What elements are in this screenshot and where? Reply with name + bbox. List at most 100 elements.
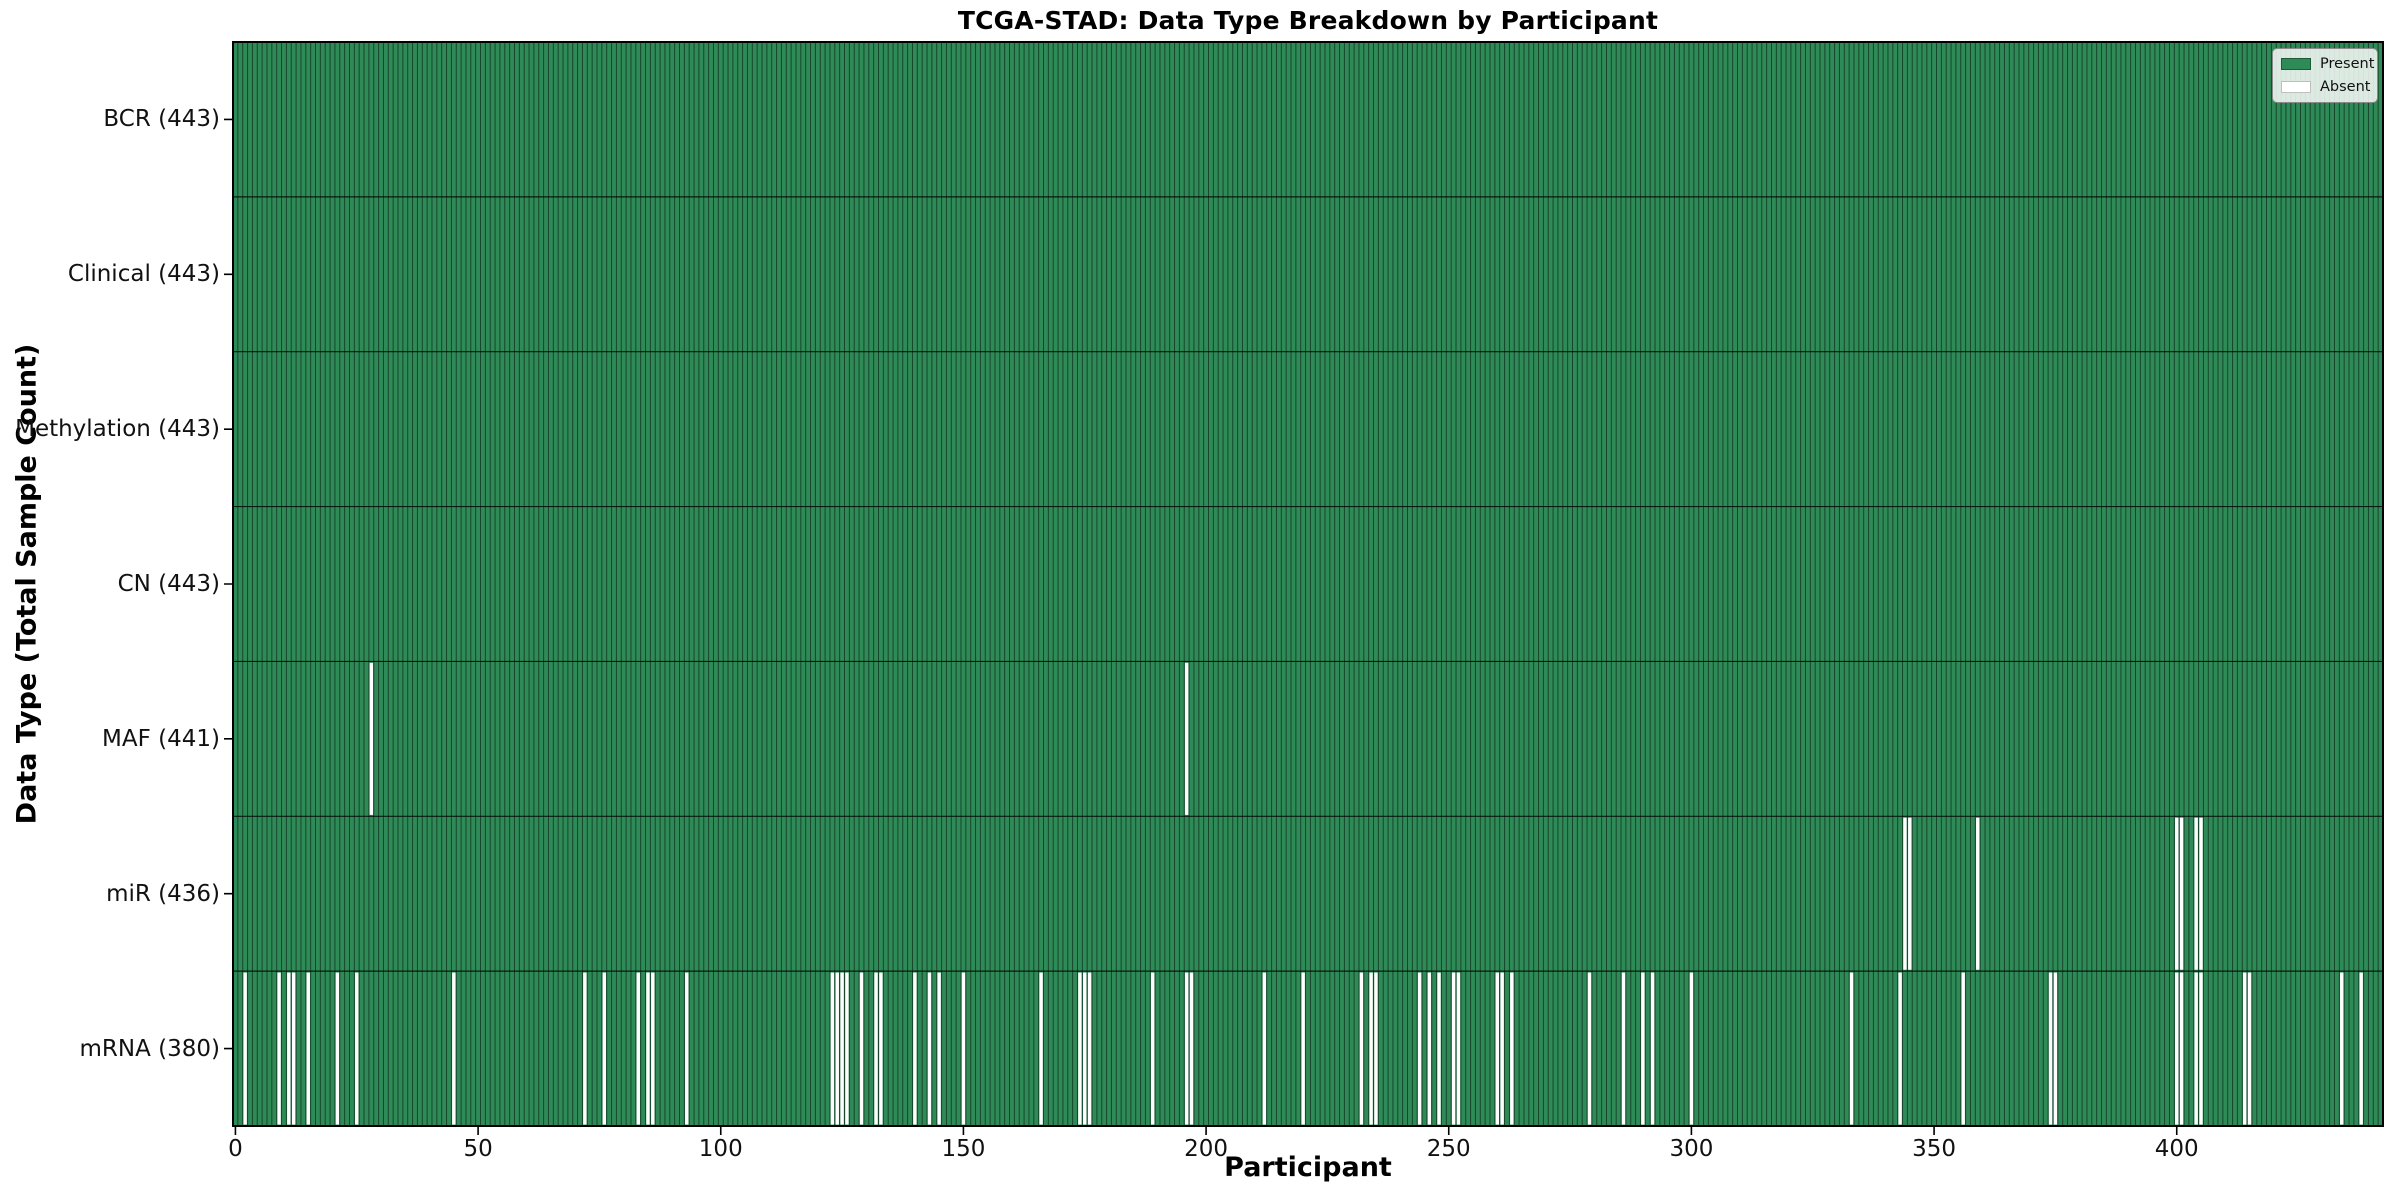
absent-stripe-mrna-434 — [2340, 972, 2344, 1125]
absent-stripe-mir-400 — [2175, 817, 2179, 970]
absent-stripe-mrna-400 — [2175, 972, 2179, 1125]
plot-border — [232, 41, 2384, 1127]
absent-stripe-mrna-235 — [1374, 972, 1378, 1125]
absent-stripe-mrna-246 — [1427, 972, 1432, 1125]
absent-stripe-mrna-356 — [1961, 972, 1965, 1125]
absent-stripe-mir-405 — [2199, 817, 2203, 970]
x-axis-label: Participant — [1224, 1152, 1392, 1183]
absent-stripe-mrna-234 — [1369, 972, 1373, 1125]
chart-title: TCGA-STAD: Data Type Breakdown by Partic… — [957, 6, 1659, 35]
x-tick-label-300: 300 — [1669, 1136, 1714, 1162]
absent-stripe-mrna-125 — [840, 972, 844, 1125]
x-tick-label-0: 0 — [228, 1136, 243, 1162]
x-tick-label-250: 250 — [1426, 1136, 1471, 1162]
absent-stripe-mrna-405 — [2199, 972, 2203, 1125]
present-swatch-icon — [2281, 58, 2311, 70]
absent-stripe-mrna-375 — [2053, 972, 2058, 1125]
x-tick-label-400: 400 — [2154, 1136, 2199, 1162]
absent-stripe-mrna-374 — [2048, 972, 2053, 1125]
absent-stripe-mrna-401 — [2179, 972, 2184, 1125]
absent-stripe-mrna-220 — [1301, 972, 1305, 1125]
absent-stripe-mrna-333 — [1849, 972, 1854, 1125]
axis-tick-marks — [224, 118, 2178, 1135]
legend: Present Absent — [2272, 48, 2378, 103]
absent-stripe-mrna-292 — [1650, 972, 1655, 1125]
absent-stripe-mrna-45 — [452, 972, 456, 1125]
absent-stripe-mrna-174 — [1078, 972, 1082, 1125]
y-tick-label-mrna: mRNA (380) — [79, 1035, 220, 1062]
absent-stripe-mrna-260 — [1495, 972, 1499, 1125]
absent-stripe-mir-345 — [1908, 817, 1912, 970]
absent-stripe-mrna-438 — [2359, 972, 2363, 1125]
y-tick-label-methylation: Methylation (443) — [15, 416, 220, 443]
absent-stripe-mrna-124 — [835, 972, 839, 1125]
x-tick-label-100: 100 — [698, 1136, 743, 1162]
absent-stripe-mrna-143 — [927, 972, 932, 1125]
absent-stripe-mrna-126 — [845, 972, 849, 1125]
absent-swatch-icon — [2281, 81, 2311, 93]
absent-stripe-mrna-166 — [1039, 972, 1043, 1125]
absent-stripe-mrna-176 — [1087, 972, 1092, 1125]
absent-stripe-mrna-86 — [651, 972, 655, 1125]
absent-stripe-mrna-175 — [1083, 972, 1087, 1125]
absent-stripe-mrna-404 — [2194, 972, 2198, 1125]
absent-stripe-mrna-9 — [277, 972, 281, 1125]
absent-stripe-mir-359 — [1976, 817, 1980, 970]
absent-stripe-mrna-189 — [1150, 972, 1155, 1125]
absent-stripe-mrna-25 — [355, 972, 359, 1125]
legend-item-absent: Absent — [2281, 79, 2371, 95]
absent-stripe-mir-404 — [2194, 817, 2198, 970]
absent-stripe-mrna-232 — [1359, 972, 1364, 1125]
absent-stripe-mir-401 — [2179, 817, 2184, 970]
absent-stripe-mrna-132 — [874, 972, 878, 1125]
absent-stripe-mrna-2 — [243, 972, 247, 1125]
absent-stripe-mrna-21 — [335, 972, 340, 1125]
x-tick-label-350: 350 — [1912, 1136, 1957, 1162]
absent-stripe-mrna-129 — [859, 972, 864, 1125]
absent-stripe-maf-196 — [1184, 662, 1189, 815]
absent-stripe-mir-344 — [1903, 817, 1907, 970]
absent-stripe-mrna-15 — [306, 972, 310, 1125]
absent-stripe-mrna-197 — [1189, 972, 1194, 1125]
absent-stripe-mrna-414 — [2242, 972, 2247, 1125]
absent-stripe-mrna-196 — [1184, 972, 1189, 1125]
x-tick-label-150: 150 — [941, 1136, 986, 1162]
absent-stripe-mrna-123 — [830, 972, 835, 1125]
absent-stripe-mrna-150 — [961, 972, 966, 1125]
absent-stripe-mrna-248 — [1437, 972, 1441, 1125]
absent-stripe-mrna-85 — [646, 972, 650, 1125]
absent-stripe-mrna-263 — [1510, 972, 1514, 1125]
absent-stripe-mrna-251 — [1451, 972, 1456, 1125]
absent-stripe-mrna-343 — [1898, 972, 1902, 1125]
y-tick-label-cn: CN (443) — [117, 571, 220, 597]
legend-item-present: Present — [2281, 56, 2374, 72]
present-cells-background — [233, 42, 2383, 1126]
absent-stripe-mrna-261 — [1500, 972, 1504, 1125]
absent-stripe-mrna-252 — [1456, 972, 1461, 1125]
absent-stripe-mrna-244 — [1417, 972, 1422, 1125]
absent-stripe-mrna-300 — [1689, 972, 1694, 1125]
absent-stripe-mrna-145 — [937, 972, 941, 1125]
absent-stripe-maf-28 — [369, 662, 374, 815]
absent-stripe-mrna-212 — [1262, 972, 1267, 1125]
absent-stripe-mrna-11 — [287, 972, 291, 1125]
y-tick-label-mir: miR (436) — [106, 880, 220, 907]
y-tick-label-bcr: BCR (443) — [103, 106, 220, 133]
legend-label-absent: Absent — [2320, 79, 2371, 95]
absent-stripe-mrna-12 — [291, 972, 296, 1125]
absent-stripe-mrna-279 — [1587, 972, 1592, 1125]
legend-label-present: Present — [2320, 56, 2375, 72]
absent-stripe-mrna-72 — [583, 972, 587, 1125]
absent-stripe-mrna-83 — [636, 972, 640, 1125]
absent-stripe-mrna-290 — [1641, 972, 1645, 1125]
absent-stripe-mrna-415 — [2247, 972, 2252, 1125]
x-tick-label-50: 50 — [463, 1136, 493, 1162]
y-tick-label-clinical: Clinical (443) — [67, 261, 220, 288]
absent-stripe-mrna-286 — [1621, 972, 1626, 1125]
absent-stripe-mrna-140 — [913, 972, 917, 1125]
absent-stripe-mrna-93 — [685, 972, 689, 1125]
x-tick-label-200: 200 — [1184, 1136, 1229, 1162]
y-tick-label-maf: MAF (441) — [102, 725, 220, 752]
